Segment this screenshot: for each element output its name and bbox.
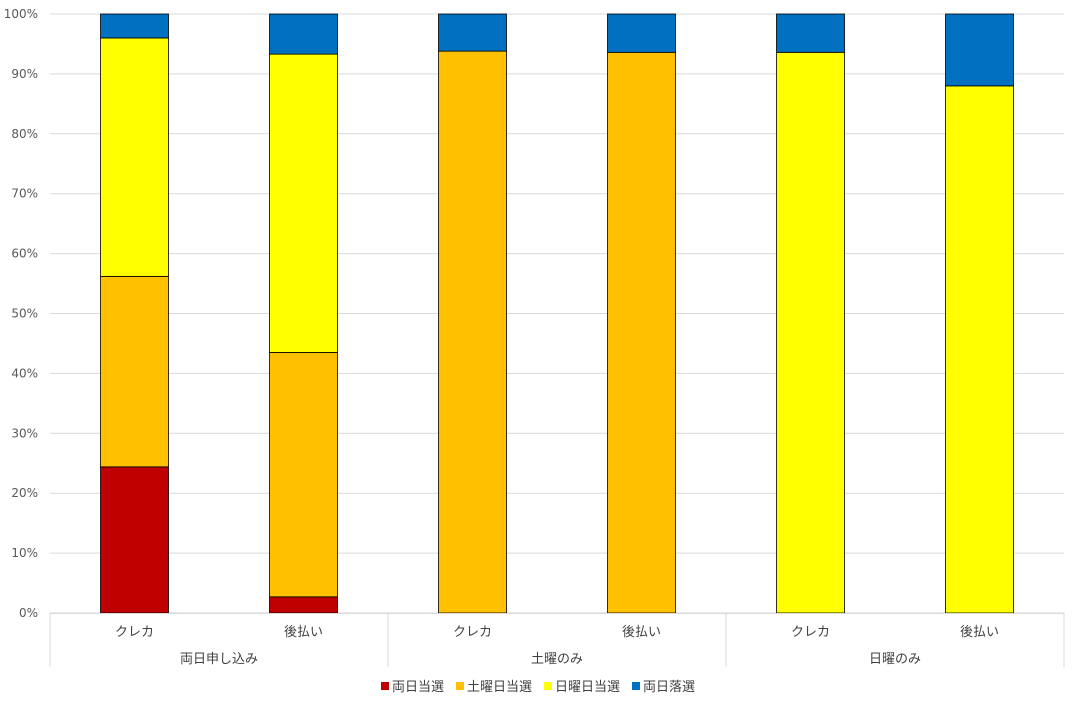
y-tick-label: 30% [11, 426, 38, 440]
x-category-label: クレカ [115, 625, 154, 640]
y-tick-label: 10% [11, 546, 38, 560]
legend-swatch [632, 681, 641, 690]
bar-segment [269, 596, 338, 614]
bar-segment [269, 352, 338, 598]
bar-segment [607, 13, 676, 53]
x-group-label: 両日申し込み [180, 652, 258, 667]
bar-segment [776, 51, 845, 614]
legend-swatch [455, 681, 464, 690]
legend-item: 両日落選 [632, 676, 695, 695]
legend-label: 日曜日当選 [555, 680, 621, 695]
y-tick-label: 20% [11, 486, 38, 500]
y-axis: 0% 10% 20% 30% 40% 50% 60% 70% 80% 90% 100% [4, 7, 38, 620]
bar-segment [776, 13, 845, 53]
y-tick-label: 100% [4, 7, 38, 21]
bar-segment [945, 85, 1014, 614]
legend-label: 両日落選 [643, 680, 696, 695]
legend-item: 両日当選 [380, 676, 444, 695]
y-tick-label: 70% [11, 187, 38, 201]
bar-segment [438, 50, 507, 614]
y-tick-label: 50% [11, 307, 38, 321]
bar-segment [607, 51, 676, 614]
bar-segment [100, 466, 169, 614]
x-category-label: 後払い [284, 625, 323, 640]
bar-segment [100, 37, 169, 277]
x-category-label: 後払い [960, 625, 999, 640]
y-tick-label: 60% [11, 247, 38, 261]
x-category-label: クレカ [453, 625, 492, 640]
y-tick-label: 90% [11, 67, 38, 81]
bars [100, 13, 1014, 614]
x-group-label: 日曜のみ [869, 652, 921, 667]
x-category-label: 後払い [622, 625, 661, 640]
x-group-label: 土曜のみ [531, 652, 583, 667]
y-tick-label: 40% [11, 366, 38, 380]
bar-segment [100, 13, 169, 39]
legend-swatch [380, 681, 389, 690]
gridlines [50, 13, 1064, 614]
legend-label: 両日当選 [391, 680, 444, 695]
x-category-label: クレカ [791, 625, 830, 640]
bar-segment [945, 13, 1014, 87]
bar-segment [438, 13, 507, 52]
legend-label: 土曜日当選 [466, 680, 532, 695]
y-tick-label: 80% [11, 127, 38, 141]
bar-segment [269, 53, 338, 353]
legend-swatch [544, 681, 552, 690]
y-tick-label: 0% [19, 606, 38, 620]
bar-segment [269, 13, 338, 55]
legend: 両日当選 土曜日当選 日曜日当選 両日落選 [0, 676, 1076, 695]
legend-item: 日曜日当選 [544, 676, 620, 695]
bar-segment [100, 275, 169, 468]
legend-item: 土曜日当選 [455, 676, 532, 695]
